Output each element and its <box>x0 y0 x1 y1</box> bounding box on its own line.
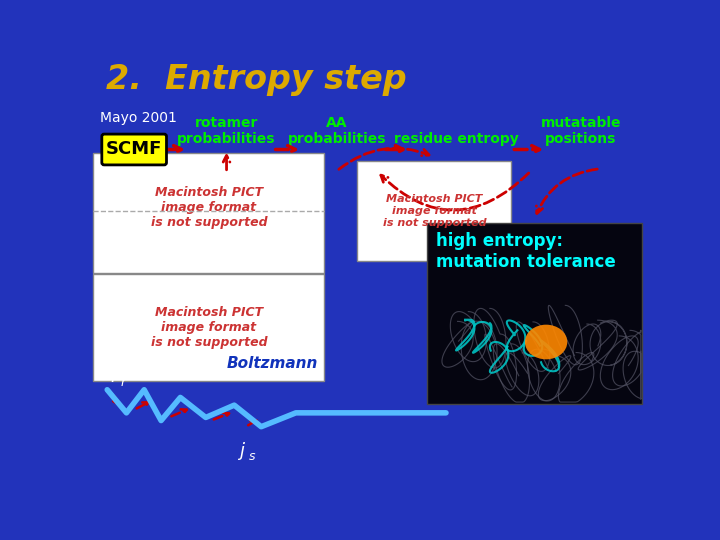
Text: high entropy:
mutation tolerance: high entropy: mutation tolerance <box>436 232 616 271</box>
Bar <box>94 153 324 273</box>
Text: Macintosh PICT
image format
is not supported: Macintosh PICT image format is not suppo… <box>150 186 267 228</box>
Bar <box>427 222 642 403</box>
Text: $j$: $j$ <box>238 440 246 462</box>
Text: $i$: $i$ <box>110 368 117 386</box>
Bar <box>357 161 511 261</box>
Text: $s$: $s$ <box>248 450 256 463</box>
Text: Boltzmann: Boltzmann <box>227 356 318 372</box>
Bar <box>94 274 324 381</box>
Text: AA
probabilities: AA probabilities <box>287 116 386 146</box>
Text: residue entropy: residue entropy <box>394 132 518 146</box>
FancyBboxPatch shape <box>102 134 166 165</box>
Text: mutatable
positions: mutatable positions <box>541 116 621 146</box>
Text: Macintosh PICT
image format
is not supported: Macintosh PICT image format is not suppo… <box>150 306 267 349</box>
Text: $r$: $r$ <box>120 375 128 389</box>
Text: rotamer
probabilities: rotamer probabilities <box>177 116 276 146</box>
Text: Macintosh PICT
image format
is not supported: Macintosh PICT image format is not suppo… <box>382 194 486 228</box>
Text: SCMF: SCMF <box>106 140 162 159</box>
Ellipse shape <box>525 325 567 359</box>
Text: Mayo 2001: Mayo 2001 <box>99 111 176 125</box>
Text: 2.  Entropy step: 2. Entropy step <box>106 63 406 96</box>
